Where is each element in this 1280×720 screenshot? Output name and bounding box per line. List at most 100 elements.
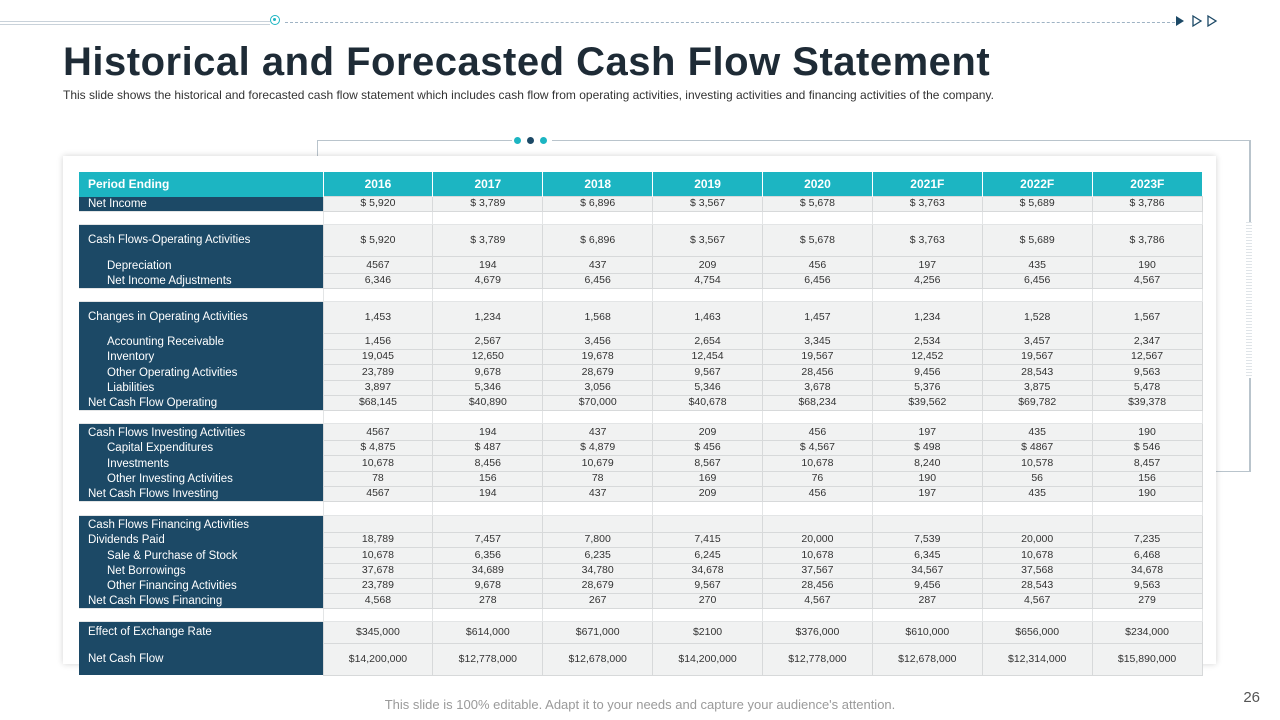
spacer-row (79, 501, 1203, 516)
table-cell: 6,356 (432, 546, 544, 564)
table-cell: 4,567 (1091, 272, 1203, 289)
row-label: Accounting Receivable (79, 333, 323, 349)
page-title: Historical and Forecasted Cash Flow Stat… (63, 40, 991, 84)
row-label: Effect of Exchange Rate (79, 621, 323, 643)
table-cell: 9,678 (432, 363, 544, 381)
table-cell: $610,000 (871, 621, 983, 644)
spacer-cell (871, 410, 983, 424)
table-cell: 435 (981, 255, 1093, 274)
spacer-row (79, 288, 1203, 302)
table-cell: 456 (762, 255, 873, 274)
table-cell: $12,778,000 (432, 642, 544, 676)
table-cell: 190 (1091, 485, 1203, 502)
spacer-cell (1091, 288, 1203, 302)
table-cell: 3,897 (322, 379, 434, 396)
table-row: Changes in Operating Activities 1,453 1,23… (79, 301, 1203, 334)
row-label: Net Borrowings (79, 563, 323, 578)
spacer-cell (871, 608, 983, 622)
table-cell: 3,875 (981, 379, 1093, 396)
table-cell: 37,678 (322, 562, 434, 579)
spacer-cell (322, 288, 434, 302)
table-cell: 12,452 (871, 348, 983, 365)
table-cell: $39,378 (1091, 394, 1203, 411)
page-number: 26 (1243, 689, 1260, 706)
table-cell: 10,578 (981, 454, 1093, 472)
spacer-cell (79, 211, 324, 225)
table-cell (981, 515, 1093, 533)
table-cell: 9,567 (652, 363, 763, 381)
cash-flow-table: Period Ending 2016 2017 2018 2019 2020 2021F 20… (79, 172, 1203, 676)
table-cell: 78 (322, 470, 434, 487)
spacer-cell (79, 501, 324, 516)
table-cell: 5,346 (652, 379, 763, 396)
table-cell: 78 (542, 470, 654, 487)
table-cell: $345,000 (322, 621, 434, 644)
table-cell: 4,568 (322, 592, 434, 609)
table-cell: $ 456 (652, 439, 763, 456)
table-cell: 4567 (322, 485, 434, 502)
table-cell: 6,346 (322, 272, 434, 289)
table-cell: $ 5,689 (981, 196, 1093, 212)
table-cell: 6,456 (981, 272, 1093, 289)
table-cell: 2,347 (1091, 332, 1203, 350)
table-cell: 1,567 (1091, 301, 1203, 334)
spacer-cell (79, 608, 324, 622)
header-year: 2022F (981, 172, 1093, 197)
table-cell: $ 5,920 (322, 224, 434, 257)
table-cell: 435 (981, 423, 1093, 441)
table-cell: 1,453 (322, 301, 434, 334)
table-cell: 437 (542, 255, 654, 274)
table-cell: 34,780 (542, 562, 654, 579)
table-cell: 6,235 (542, 546, 654, 564)
table-cell: 7,415 (652, 531, 763, 548)
table-cell: 28,679 (542, 363, 654, 381)
table-row: Net Income Adjustments 6,346 4,679 6,456 4,7… (79, 272, 1203, 289)
row-label: Inventory (79, 349, 323, 364)
row-label: Cash Flows-Operating Activities (79, 224, 323, 256)
table-cell: 1,234 (871, 301, 983, 334)
frame-edge (1215, 471, 1251, 472)
table-cell: 10,678 (322, 454, 434, 472)
table-row: Net Cash Flows Investing 4567 194 437 209 456… (79, 485, 1203, 502)
table-cell: 209 (652, 255, 763, 274)
table-row: Cash Flows-Operating Activities $ 5,920 $ … (79, 224, 1203, 257)
spacer-cell (762, 608, 873, 622)
table-cell (542, 515, 654, 533)
row-label: Other Operating Activities (79, 364, 323, 380)
table-cell: 76 (762, 470, 873, 487)
row-label: Net Cash Flow Operating (79, 395, 323, 411)
table-cell: 8,567 (652, 454, 763, 472)
table-cell: $70,000 (542, 394, 654, 411)
table-cell: 190 (1091, 423, 1203, 441)
table-cell: 6,245 (652, 546, 763, 564)
table-cell: $69,782 (981, 394, 1093, 411)
header-year: 2017 (432, 172, 543, 197)
table-cell: 194 (432, 255, 544, 274)
table-cell: 37,567 (762, 562, 873, 579)
spacer-cell (432, 288, 544, 302)
table-cell: 456 (762, 485, 873, 502)
table-cell: 456 (762, 423, 873, 441)
table-header-row: Period Ending 2016 2017 2018 2019 2020 2021F 20… (79, 172, 1202, 197)
table-cell: 1,234 (432, 301, 544, 334)
table-row: Effect of Exchange Rate $345,000 $614,000 $… (79, 621, 1203, 644)
spacer-cell (432, 608, 544, 622)
table-cell: 23,789 (322, 363, 434, 381)
header-year: 2020 (762, 172, 873, 197)
table-row: Net Cash Flow Operating $68,145 $40,890 $70… (79, 394, 1203, 411)
table-cell (652, 515, 763, 533)
table-cell: $2100 (652, 621, 763, 644)
row-label: Net Cash Flow (79, 643, 323, 675)
table-cell: 7,800 (542, 531, 654, 548)
table-row: Other Financing Activities 23,789 9,678 28,… (79, 577, 1203, 594)
row-label: Net Income Adjustments (79, 273, 323, 289)
table-row: Net Cash Flows Financing 4,568 278 267 270 4,… (79, 592, 1203, 609)
spacer-cell (322, 608, 434, 622)
spacer-row (79, 608, 1203, 622)
table-row: Dividends Paid 18,789 7,457 7,800 7,415 20,00… (79, 531, 1203, 548)
table-cell: 5,346 (432, 379, 544, 396)
row-label: Capital Expenditures (79, 440, 323, 455)
row-label: Net Income (79, 196, 323, 212)
table-cell: 9,456 (871, 363, 983, 381)
row-label: Depreciation (79, 256, 323, 273)
